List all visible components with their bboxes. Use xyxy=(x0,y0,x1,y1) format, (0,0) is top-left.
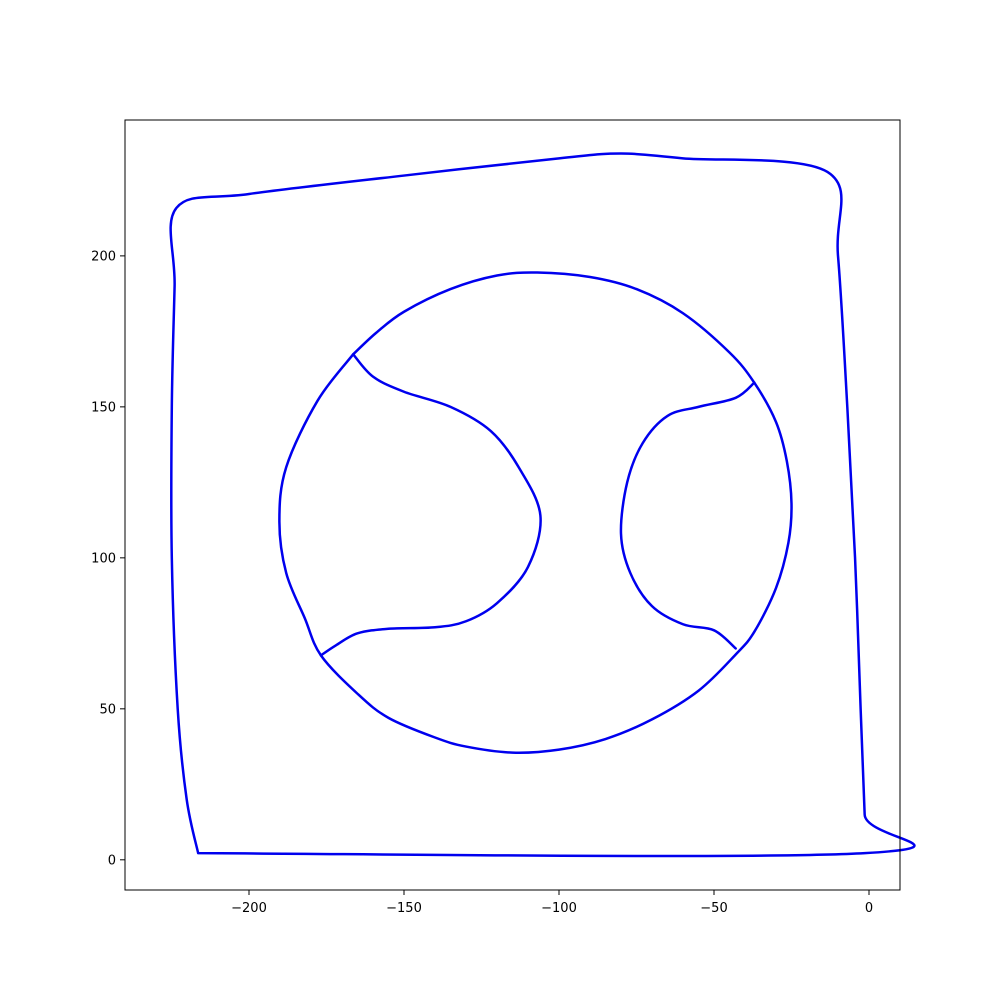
plot-frame xyxy=(124,119,901,891)
series-line-1 xyxy=(169,152,916,858)
y-axis: 0 50 100 150 200 xyxy=(91,249,125,868)
y-tick-label: 200 xyxy=(91,249,116,264)
y-tick-label: 0 xyxy=(108,853,116,868)
x-tick-label: 0 xyxy=(865,901,873,916)
series-line-4 xyxy=(619,381,756,650)
y-tick-label: 150 xyxy=(91,400,116,415)
x-tick-label: −200 xyxy=(231,901,267,916)
x-tick-label: −50 xyxy=(700,901,727,916)
series-line-3 xyxy=(319,353,542,657)
series-layer xyxy=(169,152,916,858)
x-tick-label: −150 xyxy=(386,901,422,916)
x-tick-label: −100 xyxy=(541,901,577,916)
y-tick-label: 100 xyxy=(91,551,116,566)
y-tick-label: 50 xyxy=(99,702,116,717)
x-axis: −200 −150 −100 −50 0 xyxy=(231,890,873,916)
series-line-2 xyxy=(278,271,793,754)
